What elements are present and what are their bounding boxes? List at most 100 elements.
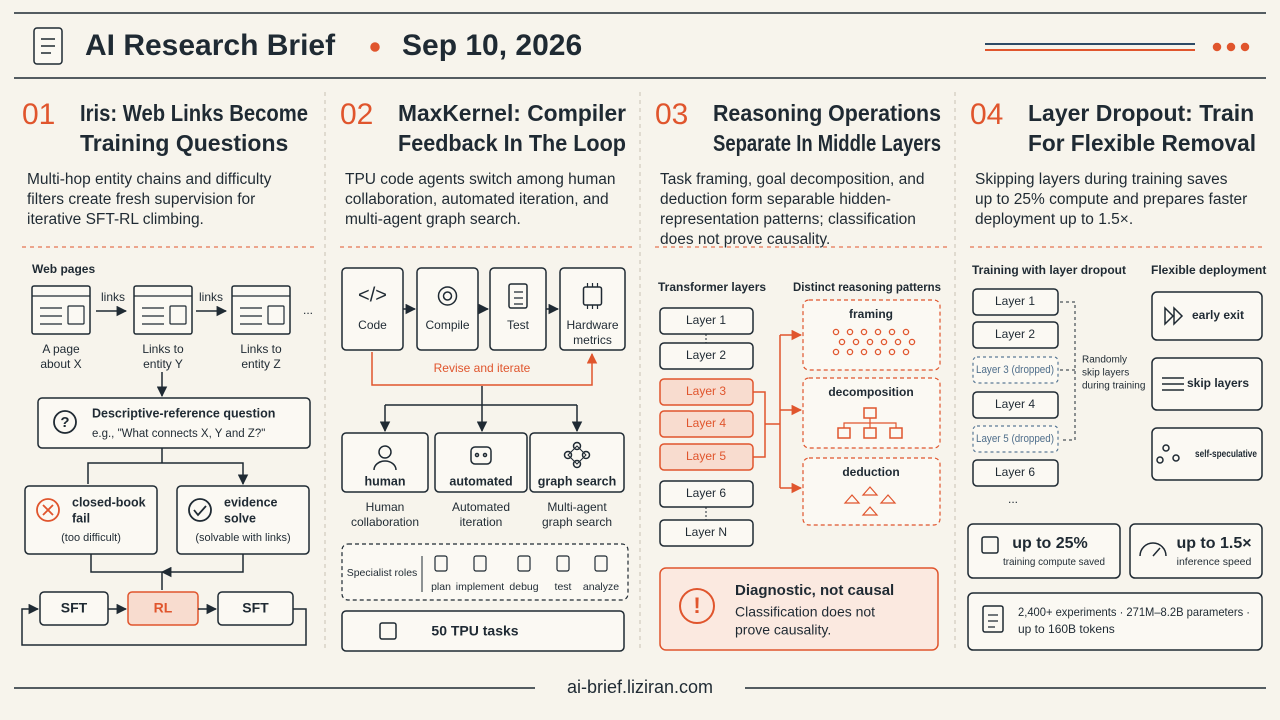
icon (437, 286, 458, 306)
mode-caption: Automated (452, 500, 510, 514)
icon (572, 459, 582, 469)
panel-summary: does not prove causality. (660, 231, 830, 248)
tool-label: Compile (425, 318, 469, 332)
pattern-dot (908, 338, 916, 346)
panel-title: Reasoning Operations (713, 100, 941, 126)
icon (36, 498, 60, 522)
date: Sep 10, 2026 (402, 29, 582, 62)
panel-summary: Task framing, goal decomposition, and (660, 171, 925, 188)
panel-summary: up to 25% compute and prepares faster (975, 191, 1247, 208)
panel-title: MaxKernel: Compiler (398, 100, 626, 126)
icon (193, 505, 207, 517)
layer-label: Layer 4 (686, 416, 726, 430)
icon (474, 452, 480, 458)
stat-value: up to 25% (1012, 535, 1088, 552)
gauge-icon (1139, 542, 1167, 557)
role-icon (517, 555, 531, 572)
pattern-dot (852, 338, 860, 346)
pattern-dot (874, 328, 882, 336)
panel-summary: representation patterns; classification (660, 211, 916, 228)
browser-icon (169, 305, 187, 325)
panel-title: Layer Dropout: Train (1028, 100, 1254, 126)
tool-label: Code (358, 318, 387, 332)
box (529, 432, 625, 493)
layer-label: Layer 6 (686, 486, 726, 500)
panel-summary: multi-agent graph search. (345, 211, 521, 228)
layer-label: Layer 4 (995, 397, 1035, 411)
connector (753, 335, 781, 488)
icon: ? (60, 414, 69, 431)
mode-label: human (365, 474, 406, 488)
bracket (1060, 301, 1076, 441)
browser-icon (32, 295, 90, 325)
pattern-dot (846, 328, 854, 336)
box (972, 321, 1059, 349)
mode-label: automated (449, 474, 512, 488)
panel-title: Training Questions (80, 130, 288, 156)
panel-title: Separate In Middle Layers (713, 130, 941, 156)
scale-text: 2,400+ experiments · 271M–8.2B parameter… (1018, 605, 1250, 619)
role-label: analyze (583, 581, 619, 593)
page-caption: about X (40, 357, 81, 371)
browser-icon (67, 305, 85, 325)
doc-icon (988, 614, 998, 628)
box (659, 567, 939, 651)
connector (87, 448, 243, 484)
box (1151, 427, 1263, 481)
loop-step: RL (154, 600, 173, 616)
layer-label: Layer N (685, 525, 727, 539)
tree-node (837, 427, 851, 439)
connector (371, 352, 598, 386)
panel-title: Feedback In The Loop (398, 130, 626, 156)
role-label: debug (509, 581, 538, 593)
task-count: 50 TPU tasks (431, 623, 518, 639)
pattern-label: framing (849, 307, 893, 321)
stat-value: up to 1.5× (1176, 535, 1251, 552)
pattern-dot (832, 328, 840, 336)
pattern-dot (888, 328, 896, 336)
pattern-label: deduction (842, 465, 899, 479)
pattern-dot (902, 328, 910, 336)
box (416, 267, 479, 351)
pattern-dot (866, 338, 874, 346)
box (972, 391, 1059, 419)
dropout-note: during training (1082, 381, 1145, 392)
pattern-dot (846, 348, 854, 356)
connector (21, 603, 307, 646)
icon (567, 445, 587, 465)
ellipsis: ... (303, 303, 313, 317)
stat-label: inference speed (1177, 556, 1252, 568)
mode-caption: Multi-agent (547, 500, 607, 514)
section-label: Distinct reasoning patterns (793, 280, 941, 294)
icon (1162, 444, 1170, 452)
caveat-title: Diagnostic, not causal (735, 582, 894, 599)
role-label: test (555, 581, 572, 593)
icon (1172, 454, 1180, 462)
pattern-dot (860, 328, 868, 336)
feedback-label: Revise and iterate (434, 361, 531, 375)
role-icon (473, 555, 487, 572)
browser-icon (134, 295, 192, 325)
scale-text: up to 160B tokens (1018, 622, 1115, 636)
title: AI Research Brief (85, 29, 336, 62)
layer-label: Layer 5 (dropped) (976, 433, 1054, 445)
box (972, 425, 1059, 453)
outcome-note: (solvable with links) (195, 532, 290, 544)
caveat-text: Classification does not (735, 604, 875, 620)
panel-summary: collaboration, automated iteration, and (345, 191, 609, 208)
mode-caption: collaboration (351, 515, 419, 529)
box (967, 592, 1263, 651)
icon (508, 283, 528, 309)
layer-label: Layer 2 (995, 327, 1035, 341)
link-label: links (101, 290, 125, 304)
icon: ! (693, 593, 700, 618)
panel-number: 03 (655, 98, 688, 131)
box (1151, 291, 1263, 341)
deduction-icon (843, 486, 897, 516)
pattern-dot (832, 348, 840, 356)
icon (572, 441, 582, 451)
pattern-dot (838, 338, 846, 346)
